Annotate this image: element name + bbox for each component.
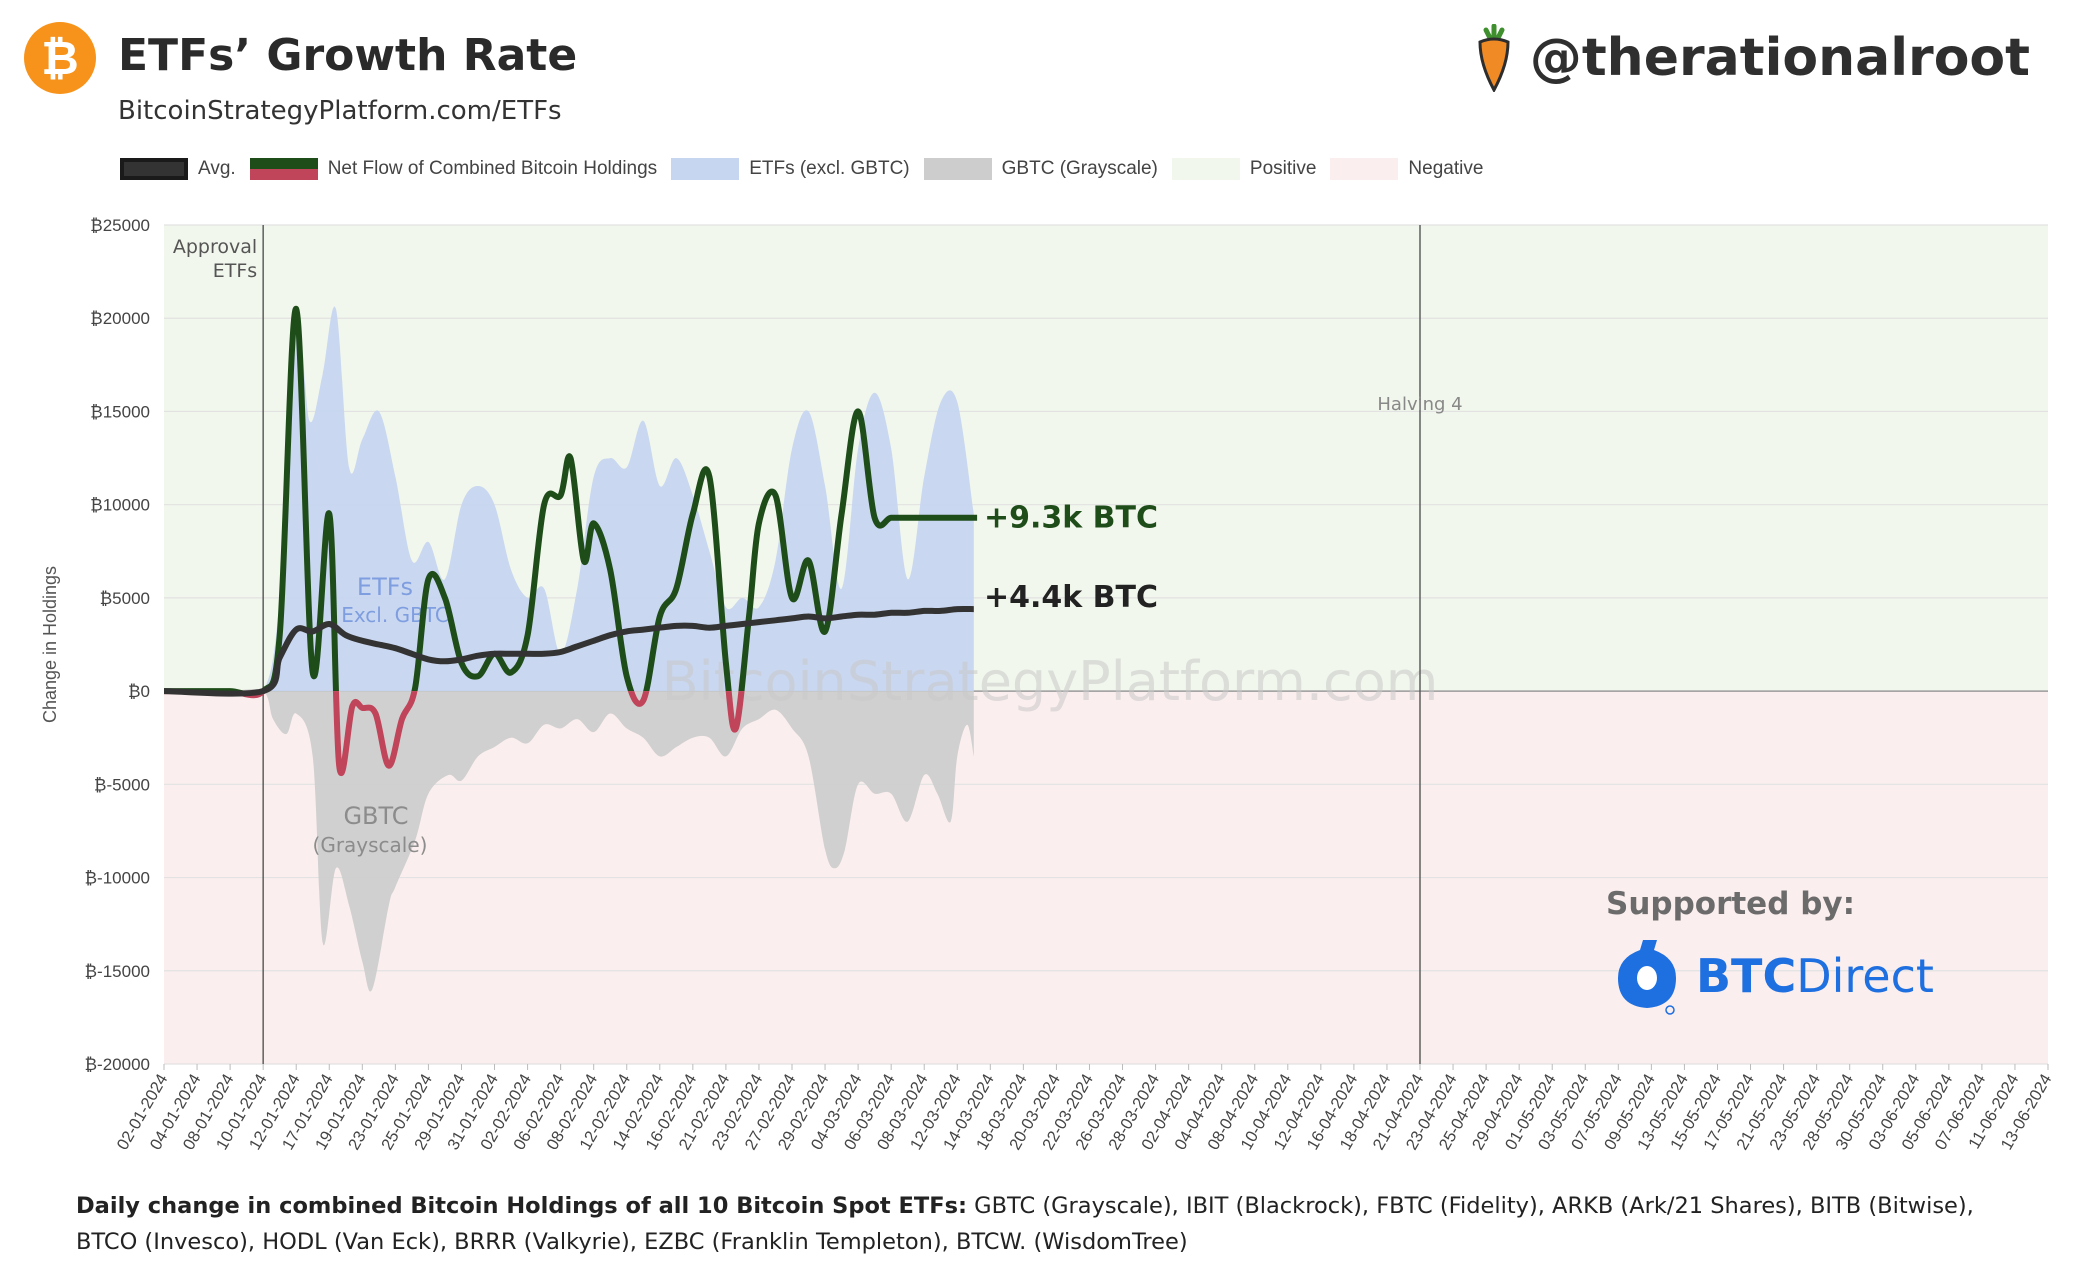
- legend-item-negative[interactable]: Negative: [1330, 158, 1483, 180]
- y-tick-label: ₿-5000: [94, 775, 150, 794]
- sponsor-logo: BTCDirect: [1612, 936, 1934, 1016]
- gbtc-area: [164, 689, 974, 992]
- y-tick-label: ₿20000: [90, 309, 150, 328]
- y-tick-label: ₿-15000: [84, 962, 150, 981]
- legend-swatch-negative: [1330, 158, 1399, 180]
- legend-swatch-avg: [120, 158, 188, 180]
- legend-swatch-gbtc: [923, 158, 992, 180]
- etfs-area: [164, 306, 974, 698]
- etfs-area-sublabel: Excl. GBTC: [341, 603, 449, 627]
- legend-item-etfs[interactable]: ETFs (excl. GBTC): [671, 158, 910, 180]
- etfs-area-label: ETFs: [357, 573, 413, 601]
- vertical-marker-label: Halving 4: [1377, 394, 1462, 415]
- btcdirect-logo-icon: [1618, 940, 1676, 1015]
- legend-label: ETFs (excl. GBTC): [749, 158, 910, 179]
- sponsor-brand-bold: BTC: [1696, 949, 1797, 1003]
- y-tick-label: ₿0: [128, 682, 150, 701]
- legend-label: Net Flow of Combined Bitcoin Holdings: [327, 158, 658, 179]
- legend-label: Positive: [1249, 158, 1317, 179]
- carrot-icon: [1474, 23, 1514, 94]
- legend-item-gbtc[interactable]: GBTC (Grayscale): [923, 158, 1158, 180]
- net-flow-end-label: +9.3k BTC: [984, 501, 1158, 536]
- legend-item-net-flow[interactable]: Net Flow of Combined Bitcoin Holdings: [249, 158, 658, 180]
- gbtc-area-sublabel: (Grayscale): [313, 833, 428, 857]
- watermark: BitcoinStrategyPlatform.com: [662, 650, 1439, 713]
- legend-swatch-positive: [1171, 158, 1240, 180]
- legend-label: GBTC (Grayscale): [1001, 158, 1158, 179]
- sponsor-brand: BTCDirect: [1696, 949, 1934, 1003]
- y-tick-label: ₿-20000: [84, 1055, 150, 1074]
- bitcoin-logo-icon: ₿: [24, 22, 96, 94]
- legend-swatch-etfs: [671, 158, 740, 180]
- handle-text: @therationalroot: [1529, 28, 2030, 88]
- sponsor-label: Supported by:: [1606, 886, 1855, 922]
- legend-label: Negative: [1408, 158, 1484, 179]
- avg-line: [163, 605, 974, 697]
- legend-item-positive[interactable]: Positive: [1171, 158, 1317, 180]
- legend-item-avg[interactable]: Avg.: [120, 158, 236, 180]
- y-tick-label: ₿15000: [90, 402, 150, 421]
- footnote-text: GBTC (Grayscale), IBIT (Blackrock), FBTC…: [76, 1193, 1974, 1255]
- legend-swatch-net-flow: [249, 158, 318, 180]
- y-tick-label: ₿-10000: [84, 869, 150, 888]
- legend-label: Avg.: [198, 158, 236, 179]
- y-tick-label: ₿5000: [100, 589, 150, 608]
- y-axis-label: Change in Holdings: [40, 566, 60, 723]
- net-flow-line: [164, 305, 978, 692]
- gbtc-area-label: GBTC: [343, 802, 408, 830]
- page-subtitle: BitcoinStrategyPlatform.com/ETFs: [118, 96, 562, 126]
- sponsor-brand-light: Direct: [1796, 949, 1934, 1003]
- y-tick-label: ₿10000: [90, 496, 150, 515]
- page-title: ETFs’ Growth Rate: [118, 30, 578, 81]
- chart-footnote: Daily change in combined Bitcoin Holding…: [76, 1188, 1976, 1260]
- chart-legend: Avg. Net Flow of Combined Bitcoin Holdin…: [120, 158, 1497, 180]
- vertical-marker-label: Approval: [173, 236, 257, 258]
- vertical-marker-label: ETFs: [213, 260, 257, 282]
- avg-end-label: +4.4k BTC: [984, 580, 1158, 615]
- y-tick-label: ₿25000: [90, 216, 150, 235]
- footnote-bold: Daily change in combined Bitcoin Holding…: [76, 1193, 968, 1219]
- author-handle: @therationalroot: [1474, 23, 2030, 94]
